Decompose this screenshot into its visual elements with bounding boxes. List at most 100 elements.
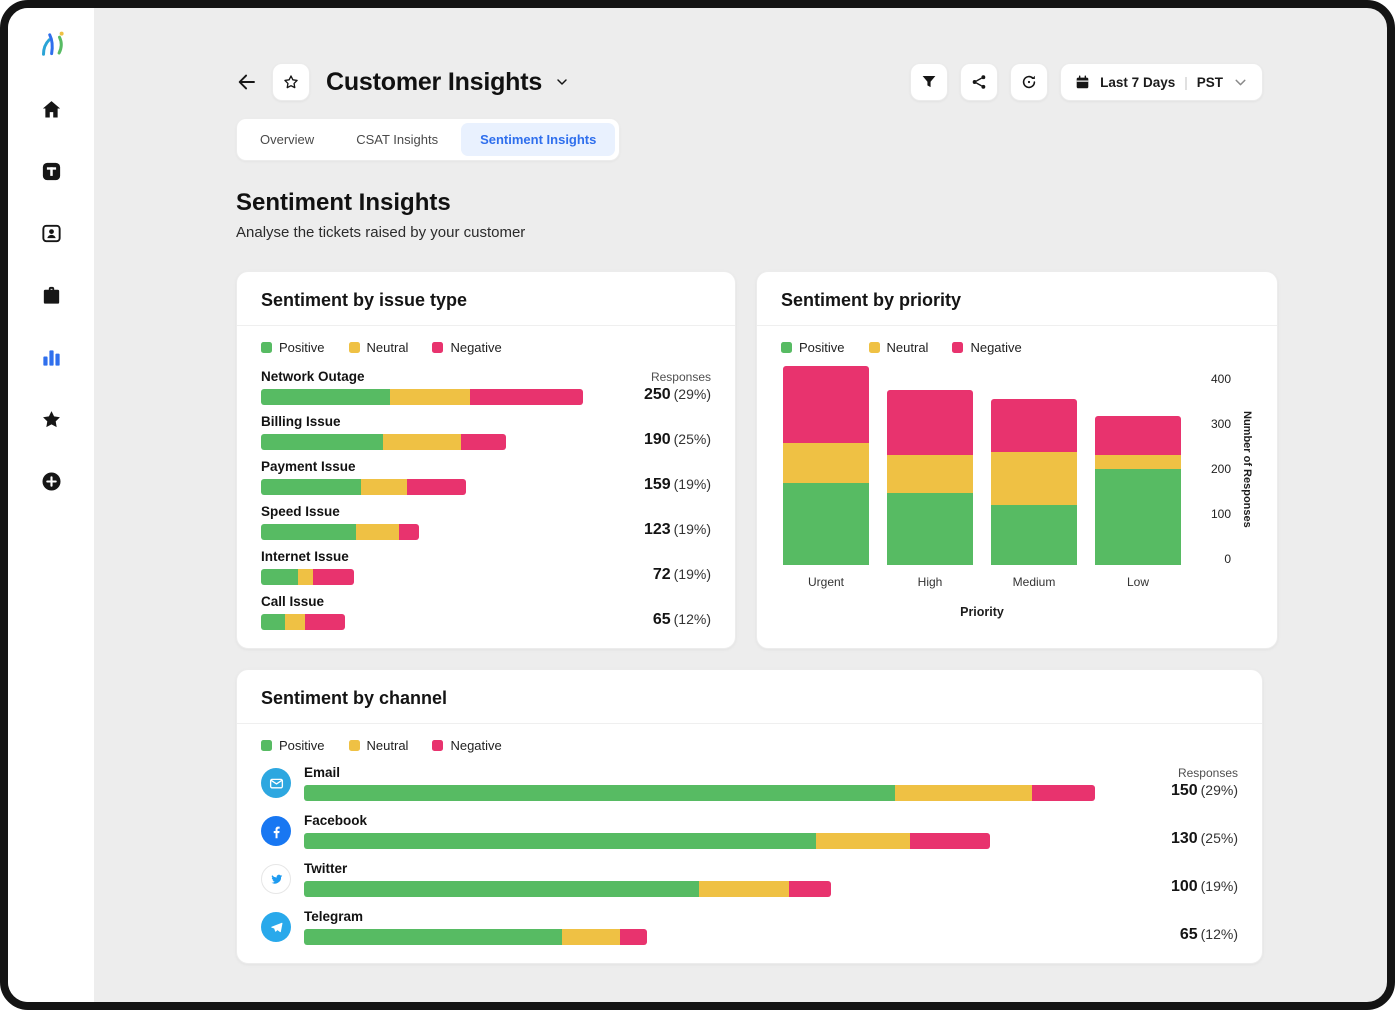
filter-button[interactable] [910, 63, 949, 101]
bar-segment-positive [304, 929, 563, 945]
bar-segment-neutral [298, 569, 313, 585]
x-tick-label: Medium [1012, 575, 1056, 589]
legend-item-positive: Positive [261, 340, 325, 355]
dashboard-switcher[interactable] [554, 74, 570, 90]
card-sentiment-by-issue-type: Sentiment by issue type Positive Neutral… [236, 271, 736, 649]
topbar-actions: Last 7 Days | PST [910, 63, 1263, 101]
contact-card-icon [41, 224, 61, 242]
sidebar-item-favorites[interactable] [31, 399, 71, 439]
bar-segment-positive [991, 505, 1077, 565]
issue-row: Billing Issue 190 (25%) [261, 414, 711, 450]
channel-row: Twitter 100 (19%) [261, 861, 1238, 897]
negative-swatch [432, 740, 444, 751]
bar-segment-neutral [389, 389, 470, 405]
favorite-button[interactable] [272, 63, 310, 101]
responses-value: 65 (12%) [652, 611, 711, 628]
bar-segment-neutral [562, 929, 621, 945]
bar-segment-negative [460, 434, 506, 450]
stacked-bar [304, 785, 1095, 801]
responses-header: Responses [650, 370, 711, 384]
share-button[interactable] [960, 63, 999, 101]
legend: Positive Neutral Negative [781, 340, 1253, 355]
x-tick-label: High [917, 575, 943, 589]
refresh-button[interactable] [1010, 63, 1049, 101]
date-range-picker[interactable]: Last 7 Days | PST [1060, 63, 1263, 101]
timezone-value: PST [1196, 74, 1223, 90]
y-tick-label: 400 [1210, 372, 1231, 386]
legend-item-negative: Negative [432, 340, 502, 355]
bar-segment-negative [910, 833, 990, 849]
bar-segment-negative [1095, 416, 1181, 455]
star-outline-icon [284, 75, 298, 89]
bar-segment-neutral [991, 452, 1077, 505]
tab-overview[interactable]: Overview [241, 123, 333, 156]
sidebar-item-tickets[interactable] [31, 151, 71, 191]
priority-bar-urgent: Urgent [783, 365, 869, 589]
facebook-channel-icon [261, 816, 291, 846]
sidebar-item-contacts[interactable] [31, 213, 71, 253]
bar-segment-negative [783, 365, 869, 443]
issue-label: Payment Issue [261, 459, 356, 474]
legend: Positive Neutral Negative [261, 340, 711, 355]
responses-value: 159 (19%) [643, 476, 711, 493]
date-range-value: Last 7 Days [1100, 74, 1176, 90]
stacked-bar [991, 399, 1077, 565]
channel-row: Telegram 65 (12%) [261, 909, 1238, 945]
issue-label: Call Issue [261, 594, 325, 609]
bar-segment-positive [261, 569, 299, 585]
y-tick-label: 200 [1210, 462, 1231, 476]
sidebar-item-home[interactable] [31, 89, 71, 129]
telegram-channel-icon [261, 912, 291, 942]
envelope-icon [269, 778, 283, 788]
bar-segment-positive [261, 434, 384, 450]
plus-circle-icon [41, 471, 61, 491]
refresh-icon [1022, 75, 1036, 89]
dashboard-title: Customer Insights [326, 67, 543, 96]
bar-segment-neutral [361, 479, 407, 495]
email-channel-icon [261, 768, 291, 798]
issue-label: Speed Issue [261, 504, 340, 519]
responses-value: 190 (25%) [643, 431, 711, 448]
tab-sentiment-insights[interactable]: Sentiment Insights [461, 123, 616, 156]
y-tick-label: 0 [1224, 552, 1231, 566]
page-subtitle: Analyse the tickets raised by your custo… [236, 224, 526, 241]
page-heading: Sentiment Insights Analyse the tickets r… [236, 189, 1263, 241]
card-sentiment-by-priority: Sentiment by priority Positive Neutral N… [756, 271, 1278, 649]
x-tick-label: Urgent [807, 575, 845, 589]
issue-row: Payment Issue 159 (19%) [261, 459, 711, 495]
channel-row: Facebook 130 (25%) [261, 813, 1238, 849]
issue-label: Network Outage [261, 369, 365, 384]
stacked-bar [261, 434, 506, 450]
channel-row: Email 150 (29%) [261, 765, 1238, 801]
stacked-bar [261, 569, 354, 585]
responses-header: Responses [1177, 766, 1238, 780]
negative-swatch [952, 342, 964, 353]
neutral-swatch [348, 740, 360, 751]
tab-csat-insights[interactable]: CSAT Insights [337, 123, 457, 156]
legend-item-positive: Positive [781, 340, 845, 355]
bar-segment-neutral [815, 833, 911, 849]
sidebar-item-analytics[interactable] [31, 337, 71, 377]
issue-row: Internet Issue 72 (19%) [261, 549, 711, 585]
channel-rows: Responses Email 150 (29%) [261, 765, 1238, 945]
stacked-bar [261, 614, 345, 630]
bar-segment-neutral [1095, 454, 1181, 469]
sidebar-item-cases[interactable] [31, 275, 71, 315]
bar-segment-negative [991, 399, 1077, 453]
bar-segment-neutral [894, 785, 1032, 801]
positive-swatch [261, 740, 272, 751]
x-tick-label: Low [1126, 575, 1149, 589]
bar-segment-positive [304, 785, 895, 801]
issue-row: Speed Issue 123 (19%) [261, 504, 711, 540]
y-axis: 400 300 200 100 0 [1201, 373, 1231, 565]
responses-value: 150 (29%) [1170, 782, 1238, 799]
legend-item-neutral: Neutral [348, 340, 408, 355]
responses-value: 130 (25%) [1170, 830, 1238, 847]
sidebar-item-create[interactable] [31, 461, 71, 501]
issue-row: Network Outage 250 (29%) [261, 369, 711, 405]
app-logo [36, 28, 66, 63]
back-button[interactable] [236, 71, 258, 93]
bar-segment-positive [887, 493, 973, 565]
bar-segment-neutral [356, 524, 399, 540]
